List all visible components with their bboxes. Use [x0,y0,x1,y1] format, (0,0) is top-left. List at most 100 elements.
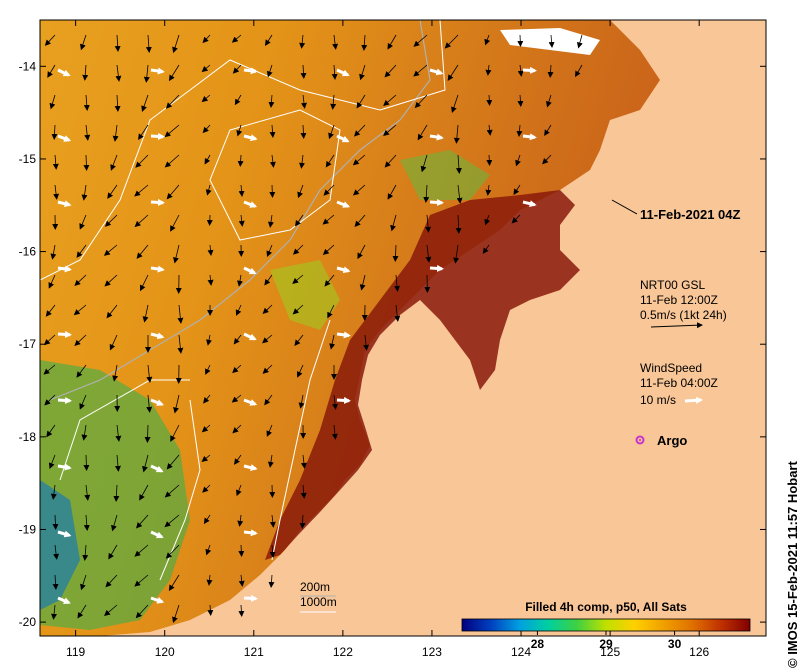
current-vector [455,214,462,234]
y-tick-label: -15 [19,152,37,166]
x-tick-label: 119 [66,645,85,659]
current-vector [486,124,493,136]
current-vector [104,274,118,287]
current-vector [267,454,274,468]
current-vector [43,364,56,375]
x-tick-label: 120 [155,645,175,659]
current-vector [52,154,59,170]
current-vector [485,184,492,196]
colorbar-tick-label: 28 [531,637,545,651]
current-legend-line1: NRT00 GSL [640,278,705,292]
current-vector [201,64,211,73]
current-vector [413,64,428,77]
current-vector [264,34,273,46]
current-vector [238,574,245,587]
current-vector [83,154,90,171]
current-vector [269,544,276,558]
current-vector [44,34,56,46]
current-vector [48,454,56,470]
current-vector [237,514,244,527]
current-vector [486,94,493,106]
current-vector [108,544,118,560]
current-vector [134,184,149,197]
wind-vector [150,265,165,273]
current-vector [204,154,211,165]
wind-vector [243,594,258,602]
current-vector [168,574,180,592]
current-vector [201,454,211,463]
credit-text: © IMOS 15-Feb-2021 11:57 Hobart [785,461,800,668]
current-vector [48,274,56,289]
current-vector [332,394,339,410]
current-vector [73,304,87,316]
current-vector [542,154,552,165]
current-vector [299,514,306,529]
current-vector [146,394,153,413]
wind-vector [57,396,72,404]
current-legend-line3: 0.5m/s (1kt 24h) [640,308,727,322]
current-vector [299,154,305,169]
current-vector [417,124,428,141]
current-vector [546,94,552,108]
current-vector [298,394,305,409]
current-vector [332,34,339,50]
current-vector [363,334,370,351]
current-vector [237,154,244,167]
current-vector [135,154,149,168]
current-vector [134,214,149,228]
current-vector [172,604,180,624]
current-vector [266,244,273,258]
current-vector [264,394,273,406]
current-vector [164,154,180,168]
current-vector [238,604,245,617]
current-vector [329,334,336,350]
isobath-legend-200m: 200m [300,580,330,594]
wind-vector [243,398,258,406]
y-tick-label: -19 [19,522,37,536]
wind-vector [57,68,71,77]
current-vector [104,214,118,227]
current-vector [81,184,88,201]
current-vector [485,64,492,76]
wind-vector [336,200,351,208]
current-vector [425,214,432,233]
current-vector [292,244,304,255]
current-vector [205,544,212,556]
current-vector [234,454,242,465]
current-vector [164,514,180,528]
current-vector [103,244,118,256]
wind-vector [243,200,258,208]
current-vector [322,244,335,255]
current-vector [51,124,58,140]
current-vector [300,124,307,139]
current-vector [547,64,554,78]
wind-vector [150,198,165,206]
wind-vector [150,332,165,340]
current-vector [453,124,460,144]
current-vector [141,94,149,112]
current-vector [238,214,245,227]
current-vector [142,454,149,473]
wind-vector [57,463,72,471]
current-vector [170,214,180,232]
wind-vector [150,596,165,604]
current-vector [233,334,242,345]
colorbar [461,618,751,632]
current-vector [423,184,430,203]
wind-legend-line3: 10 m/s [640,393,676,407]
current-vector [269,184,276,198]
current-vector [517,34,524,47]
y-tick-label: -17 [19,337,37,351]
colorbar-tick-label: 29 [599,637,613,651]
current-vector [384,154,397,168]
current-vector [115,424,122,442]
current-vector [145,34,152,53]
current-vector [166,454,180,470]
current-vector [77,604,87,619]
current-vector [300,484,307,499]
current-vector [140,274,149,292]
current-vector [177,304,184,324]
current-vector [328,124,335,140]
current-vector [205,184,212,196]
